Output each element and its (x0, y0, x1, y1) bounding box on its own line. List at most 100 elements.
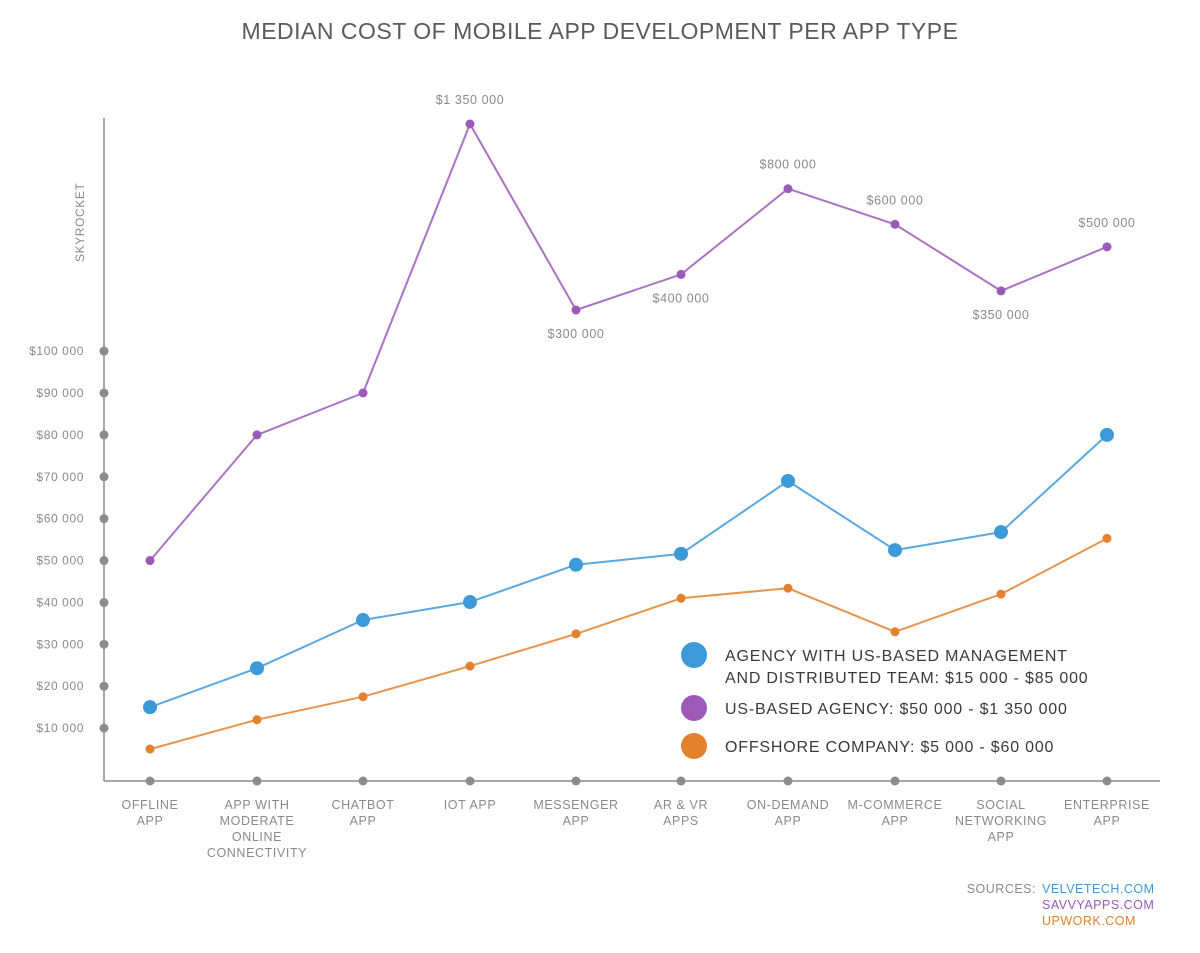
x-tick-label: M-COMMERCE APP (848, 798, 943, 828)
y-tick-marker (99, 346, 109, 356)
x-tick-label-line: APP WITH (225, 798, 290, 812)
x-tick-marker (571, 776, 581, 786)
data-point (358, 388, 368, 398)
data-point (1100, 427, 1114, 442)
x-tick-label-line: M-COMMERCE (848, 798, 943, 812)
data-point (890, 219, 900, 229)
series-line (149, 537, 1108, 751)
x-tick-marker (1102, 776, 1112, 786)
x-tick-label: ON-DEMAND APP (747, 798, 829, 828)
x-tick-label: MESSENGER APP (533, 798, 618, 828)
y-axis-break-label: SKYROCKET (73, 183, 87, 262)
data-point (143, 700, 157, 715)
data-point (356, 613, 370, 628)
data-label: $600 000 (867, 193, 924, 207)
legend-marker (681, 733, 707, 759)
x-tick-label: ENTERPRISE APP (1064, 798, 1150, 828)
series-line (149, 434, 1108, 709)
x-tick-marker (783, 776, 793, 786)
data-point (676, 593, 686, 603)
data-label: $350 000 (973, 308, 1030, 322)
y-tick-label: $60 000 (36, 512, 84, 526)
source-link: VELVETECH.COM (1042, 882, 1155, 896)
data-point (252, 430, 262, 440)
x-tick-label-line: SOCIAL (976, 798, 1025, 812)
source-link: UPWORK.COM (1042, 914, 1136, 928)
legend-marker (681, 695, 707, 721)
x-tick-marker (465, 776, 475, 786)
legend-label: AGENCY WITH US-BASED MANAGEMENT (725, 648, 1068, 665)
y-tick-label: $10 000 (36, 721, 84, 735)
legend-label: AND DISTRIBUTED TEAM: $15 000 - $85 000 (725, 670, 1088, 687)
legend-marker (681, 642, 707, 668)
data-point (994, 525, 1008, 540)
y-tick-marker (99, 472, 109, 482)
x-tick-label-line: CONNECTIVITY (207, 846, 307, 860)
data-point (674, 546, 688, 561)
data-point (996, 589, 1006, 599)
data-point (571, 629, 581, 639)
x-tick-marker (996, 776, 1006, 786)
y-tick-label: $90 000 (36, 386, 84, 400)
x-tick-label-line: APP (137, 814, 164, 828)
data-point (783, 583, 793, 593)
x-tick-label-line: MESSENGER (533, 798, 618, 812)
y-tick-label: $40 000 (36, 595, 84, 609)
x-tick-label: APP WITH MODERATE ONLINE CONNECTIVITY (207, 798, 307, 860)
data-point (358, 692, 368, 702)
data-point (145, 556, 155, 566)
x-tick-label-line: IOT APP (444, 798, 497, 812)
x-tick-label-line: APP (563, 814, 590, 828)
y-tick-marker (99, 388, 109, 398)
data-point (250, 661, 264, 676)
x-tick-label-line: APP (988, 830, 1015, 844)
y-tick-marker (99, 556, 109, 566)
x-tick-marker (890, 776, 900, 786)
x-tick-label: IOT APP (444, 798, 497, 812)
series-line (149, 123, 1108, 562)
y-tick-marker (99, 430, 109, 440)
x-tick-label: AR & VR APPS (654, 798, 708, 828)
source-link: SAVVYAPPS.COM (1042, 898, 1154, 912)
y-tick-label: $100 000 (29, 344, 84, 358)
data-label: $800 000 (760, 158, 817, 172)
x-tick-marker (252, 776, 262, 786)
data-point (781, 473, 795, 488)
chart-title: MEDIAN COST OF MOBILE APP DEVELOPMENT PE… (241, 18, 959, 44)
y-tick-label: $30 000 (36, 637, 84, 651)
data-point (463, 595, 477, 610)
legend-label: OFFSHORE COMPANY: $5 000 - $60 000 (725, 739, 1054, 756)
data-point (145, 744, 155, 754)
x-tick-label: CHATBOT APP (332, 798, 395, 828)
y-tick-marker (99, 597, 109, 607)
data-point (465, 119, 475, 129)
data-point (252, 715, 262, 725)
x-tick-label-line: APP (1094, 814, 1121, 828)
data-point (888, 543, 902, 558)
x-tick-label-line: APP (882, 814, 909, 828)
y-tick-label: $20 000 (36, 679, 84, 693)
x-tick-label-line: ONLINE (232, 830, 282, 844)
data-point (1102, 242, 1112, 252)
data-label: $1 350 000 (436, 93, 505, 107)
x-tick-label-line: APPS (663, 814, 699, 828)
x-tick-label-line: CHATBOT (332, 798, 395, 812)
x-tick-label: OFFLINE APP (122, 798, 179, 828)
y-tick-marker (99, 681, 109, 691)
y-tick-label: $80 000 (36, 428, 84, 442)
x-tick-label-line: ENTERPRISE (1064, 798, 1150, 812)
data-label: $400 000 (653, 291, 710, 305)
x-tick-label-line: NETWORKING (955, 814, 1047, 828)
y-tick-marker (99, 723, 109, 733)
y-tick-label: $50 000 (36, 554, 84, 568)
data-label: $500 000 (1079, 216, 1136, 230)
legend-label: US-BASED AGENCY: $50 000 - $1 350 000 (725, 701, 1068, 718)
x-tick-label-line: AR & VR (654, 798, 708, 812)
x-tick-label-line: APP (775, 814, 802, 828)
data-label: $300 000 (548, 327, 605, 341)
x-tick-label-line: MODERATE (220, 814, 295, 828)
x-tick-label: SOCIAL NETWORKING APP (955, 798, 1047, 844)
sources-label: SOURCES: (967, 882, 1036, 896)
y-tick-marker (99, 514, 109, 524)
